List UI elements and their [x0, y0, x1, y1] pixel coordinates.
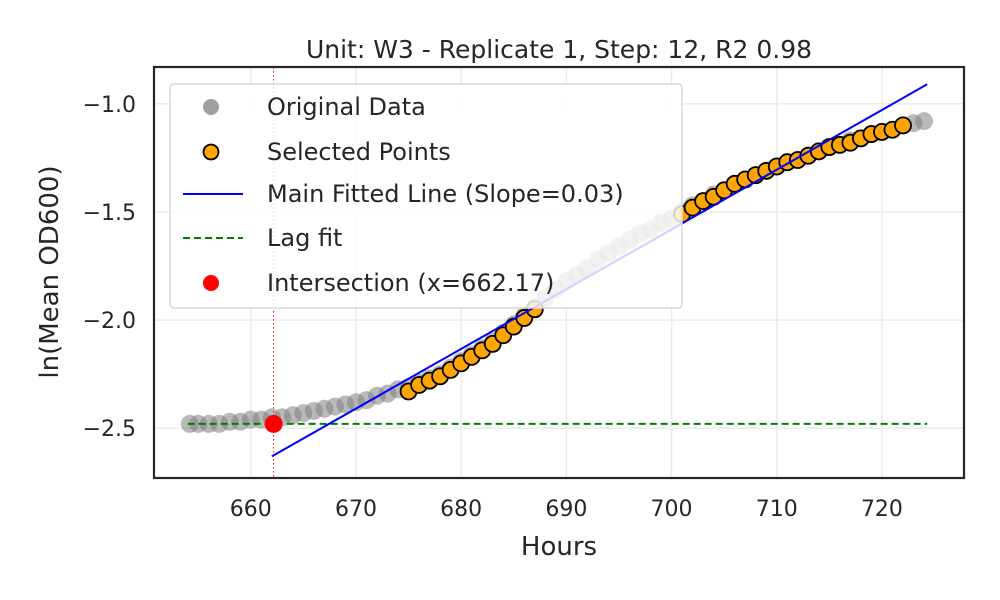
y-tick-label: −1.0	[83, 93, 136, 118]
x-tick-label: 700	[651, 497, 693, 522]
x-axis-title: Hours	[521, 532, 597, 562]
legend-marker-selected-points	[202, 143, 220, 161]
plot-frame	[152, 65, 966, 480]
y-axis-title: ln(Mean OD600)	[35, 165, 65, 378]
original-data-point	[915, 112, 934, 131]
x-tick-label: 670	[335, 497, 377, 522]
legend-label-original-data: Original Data	[267, 93, 426, 121]
legend-box	[169, 83, 683, 309]
legend-label-selected-points: Selected Points	[267, 138, 451, 166]
chart-title: Unit: W3 - Replicate 1, Step: 12, R2 0.9…	[306, 35, 812, 64]
x-tick-label: 720	[861, 497, 903, 522]
selected-point	[894, 116, 912, 135]
y-tick-label: −2.0	[83, 309, 136, 334]
legend-label-lag-fit: Lag fit	[267, 224, 342, 252]
legend: Original Data Selected Points Main Fitte…	[169, 83, 683, 309]
y-axis: −2.5 −2.0 −1.5 −1.0	[83, 93, 136, 442]
intersection-point	[264, 414, 283, 433]
y-tick-label: −1.5	[83, 201, 136, 226]
legend-label-intersection: Intersection (x=662.17)	[267, 269, 554, 297]
y-tick-label: −2.5	[83, 417, 136, 442]
x-tick-label: 690	[545, 497, 587, 522]
legend-marker-intersection	[203, 275, 219, 291]
legend-marker-original-data	[203, 99, 219, 115]
x-axis: 660 670 680 690 700 710 720	[230, 497, 903, 522]
x-tick-label: 680	[440, 497, 482, 522]
x-tick-label: 660	[230, 497, 272, 522]
legend-label-main-fitted-line: Main Fitted Line (Slope=0.03)	[267, 180, 624, 208]
x-tick-label: 710	[756, 497, 798, 522]
